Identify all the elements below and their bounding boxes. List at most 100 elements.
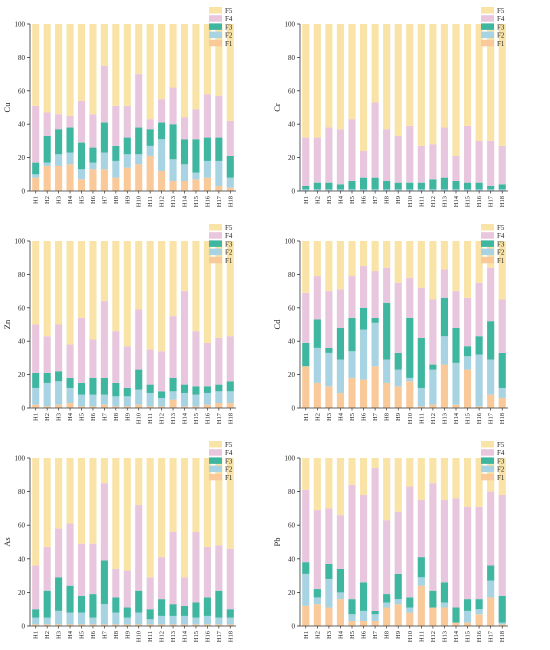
bar-segment-f3	[123, 387, 131, 397]
bar-segment-f1	[203, 624, 211, 626]
bar-segment-f2	[440, 336, 449, 365]
bar-segment-f5	[55, 241, 63, 325]
y-tick-label: 80	[288, 54, 296, 62]
bar-segment-f4	[394, 511, 402, 574]
bar-segment-f3	[180, 384, 189, 393]
legend-swatch-f5	[209, 7, 222, 14]
y-tick-label: 20	[288, 589, 296, 597]
bar-segment-f1	[43, 165, 51, 191]
bar-segment-f2	[169, 615, 177, 625]
bar-segment-f2	[463, 610, 472, 623]
legend-label-f3: F3	[497, 457, 505, 465]
bar-segment-f5	[313, 241, 321, 277]
bar-segment-f2	[32, 387, 40, 405]
bar-segment-f2	[487, 580, 495, 598]
bar-segment-f1	[146, 406, 154, 408]
x-tick-label: H9	[395, 631, 402, 639]
bar-segment-f5	[302, 24, 310, 138]
bar-segment-f2	[77, 394, 86, 407]
bar-segment-f1	[32, 177, 40, 191]
bar-segment-f1	[475, 406, 483, 408]
bar-segment-f4	[158, 557, 166, 600]
legend-swatch-f4	[209, 15, 222, 22]
bar-segment-f2	[192, 617, 200, 625]
legend-label-f1: F1	[497, 257, 505, 265]
bar-segment-f2	[135, 154, 143, 165]
legend-swatch-f2	[209, 31, 222, 39]
bar-segment-f1	[452, 404, 460, 408]
bar-segment-f3	[43, 135, 51, 163]
bar-segment-f3	[302, 342, 310, 367]
bar-segment-f5	[112, 241, 120, 332]
y-tick-label: 100	[15, 21, 26, 29]
x-tick-label: H5	[79, 413, 86, 421]
bar-segment-f5	[203, 458, 211, 548]
bar-segment-f5	[43, 241, 51, 337]
bar-segment-f4	[463, 297, 472, 347]
y-tick-label: 80	[288, 271, 296, 279]
x-tick-label: H1	[303, 413, 310, 421]
bar-segment-f2	[302, 189, 310, 191]
bar-segment-f1	[123, 624, 131, 626]
x-tick-label: H11	[418, 631, 425, 642]
y-axis-label: Zn	[2, 319, 12, 329]
bar-segment-f3	[359, 582, 368, 611]
bar-segment-f5	[406, 458, 414, 487]
bar-segment-f5	[215, 458, 223, 546]
chart-cd: 0 20 40 60 80 100 Cd H1 H2 H3 H4 H5 H6 H7 H8 H9 H10 H11 H1…	[272, 224, 508, 424]
bar-segment-f3	[487, 185, 495, 190]
x-tick-label: H10	[407, 196, 414, 207]
bar-segment-f1	[203, 177, 211, 191]
bar-segment-f2	[180, 615, 189, 625]
bar-segment-f4	[302, 292, 310, 343]
bar-segment-f4	[226, 120, 234, 156]
bar-segment-f3	[359, 177, 368, 190]
y-tick-label: 0	[292, 623, 296, 631]
bar-segment-f4	[452, 498, 460, 608]
bar-segment-f2	[203, 160, 211, 178]
bar-segment-f5	[371, 458, 379, 469]
y-tick-label: 40	[288, 121, 296, 129]
bar-segment-f2	[487, 359, 495, 395]
bar-segment-f1	[394, 386, 402, 408]
y-tick-label: 60	[288, 304, 296, 312]
bar-segment-f2	[89, 617, 97, 625]
x-tick-label: H12	[159, 196, 166, 207]
bar-segment-f4	[226, 548, 234, 610]
x-tick-label: H18	[499, 413, 506, 424]
bar-segment-f4	[313, 510, 321, 590]
bar-segment-f4	[112, 568, 120, 598]
bar-segment-f2	[203, 615, 211, 625]
bar-segment-f5	[336, 241, 345, 290]
bar-segment-f4	[406, 486, 414, 598]
bar-segment-f3	[417, 337, 425, 388]
bar-segment-f5	[146, 458, 154, 578]
legend-label-f2: F2	[225, 249, 233, 257]
bar-segment-f3	[100, 122, 108, 153]
x-tick-label: H8	[384, 413, 391, 421]
bar-segment-f5	[336, 458, 345, 516]
bar-segment-f1	[146, 155, 154, 191]
bar-segment-f5	[325, 458, 333, 509]
bar-segment-f5	[463, 241, 472, 298]
x-tick-label: H2	[314, 196, 321, 204]
x-tick-label: H11	[418, 196, 425, 207]
bar-segment-f4	[313, 137, 321, 183]
bar-segment-f3	[192, 602, 200, 618]
y-tick-label: 40	[288, 338, 296, 346]
bar-segment-f1	[463, 622, 472, 626]
y-tick-label: 100	[15, 455, 26, 463]
legend-label-f4: F4	[225, 449, 233, 457]
bar-segment-f1	[180, 406, 189, 408]
bar-segment-f1	[112, 406, 120, 408]
bar-segment-f5	[158, 241, 166, 352]
y-tick-label: 60	[288, 522, 296, 530]
bar-segment-f2	[226, 391, 234, 403]
x-tick-label: H8	[113, 631, 120, 639]
bar-segment-f4	[394, 282, 402, 353]
bar-segment-f1	[66, 624, 74, 626]
bar-segment-f2	[359, 329, 368, 380]
bar-segment-f1	[89, 169, 97, 191]
